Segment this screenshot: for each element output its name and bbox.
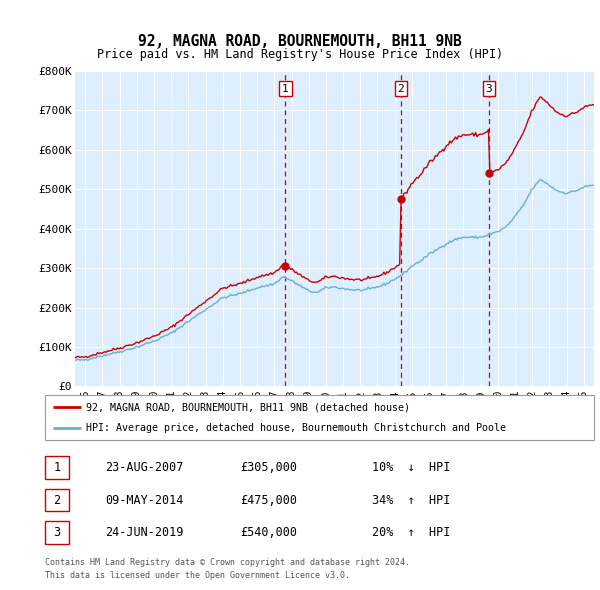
Text: £305,000: £305,000 — [240, 461, 297, 474]
Text: This data is licensed under the Open Government Licence v3.0.: This data is licensed under the Open Gov… — [45, 571, 350, 580]
Text: 09-MAY-2014: 09-MAY-2014 — [105, 493, 184, 507]
Text: 92, MAGNA ROAD, BOURNEMOUTH, BH11 9NB: 92, MAGNA ROAD, BOURNEMOUTH, BH11 9NB — [138, 34, 462, 48]
Text: 3: 3 — [53, 526, 61, 539]
Text: Price paid vs. HM Land Registry's House Price Index (HPI): Price paid vs. HM Land Registry's House … — [97, 48, 503, 61]
Text: 2: 2 — [53, 493, 61, 507]
Text: 20%  ↑  HPI: 20% ↑ HPI — [372, 526, 451, 539]
Text: £475,000: £475,000 — [240, 493, 297, 507]
Text: Contains HM Land Registry data © Crown copyright and database right 2024.: Contains HM Land Registry data © Crown c… — [45, 558, 410, 566]
Text: 2: 2 — [397, 84, 404, 94]
Text: 23-AUG-2007: 23-AUG-2007 — [105, 461, 184, 474]
Text: £540,000: £540,000 — [240, 526, 297, 539]
Text: 24-JUN-2019: 24-JUN-2019 — [105, 526, 184, 539]
Text: 3: 3 — [485, 84, 492, 94]
Text: 1: 1 — [282, 84, 289, 94]
Text: 34%  ↑  HPI: 34% ↑ HPI — [372, 493, 451, 507]
Text: HPI: Average price, detached house, Bournemouth Christchurch and Poole: HPI: Average price, detached house, Bour… — [86, 422, 506, 432]
Text: 92, MAGNA ROAD, BOURNEMOUTH, BH11 9NB (detached house): 92, MAGNA ROAD, BOURNEMOUTH, BH11 9NB (d… — [86, 402, 410, 412]
Text: 1: 1 — [53, 461, 61, 474]
Text: 10%  ↓  HPI: 10% ↓ HPI — [372, 461, 451, 474]
